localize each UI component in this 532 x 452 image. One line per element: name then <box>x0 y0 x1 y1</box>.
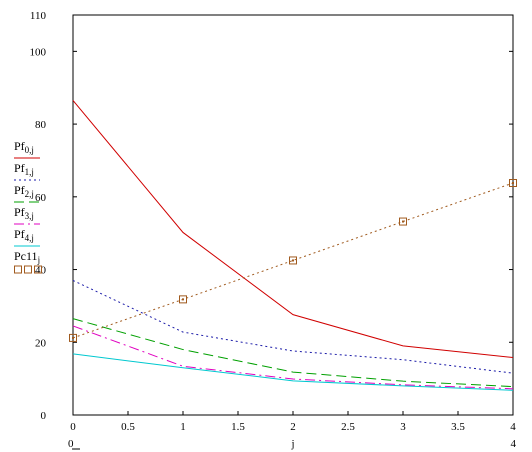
series-marker-5 <box>289 256 297 265</box>
y-tick-label: 100 <box>30 46 47 58</box>
x-tick-label: 2 <box>290 421 296 433</box>
legend-label-0: Pf0,j <box>14 139 34 155</box>
x-axis-label: j <box>290 438 294 450</box>
y-tick-label: 20 <box>35 337 47 349</box>
plot-frame <box>72 14 514 416</box>
y-tick-label: 60 <box>35 192 47 204</box>
x-tick-label: 2.5 <box>341 421 355 433</box>
y-tick-label: 40 <box>35 265 47 277</box>
series-marker-dot-5 <box>512 182 514 184</box>
x-tick-label: 3 <box>400 421 406 433</box>
series-line-2 <box>72 318 514 388</box>
y-tick-label: 80 <box>35 119 47 131</box>
series-line-0 <box>72 100 514 359</box>
series-line-3 <box>72 325 514 390</box>
series-marker-5 <box>399 217 407 226</box>
x-range-right-label: 4 <box>511 438 517 450</box>
y-axis-ticks: 0 20 40 60 80 100 110 <box>30 10 513 422</box>
x-tick-label: 3.5 <box>451 421 465 433</box>
series-marker-dot-5 <box>292 259 294 262</box>
legend-label-4: Pf4,j <box>14 227 34 243</box>
x-tick-label: 0.5 <box>121 421 135 433</box>
series-marker-5 <box>509 179 517 187</box>
legend-marker-5 <box>14 265 22 274</box>
legend-marker-5 <box>24 265 32 274</box>
series-line-4 <box>72 353 514 391</box>
series-marker-dot-5 <box>402 220 404 223</box>
x-tick-label: 1 <box>180 421 186 433</box>
series-marker-dot-5 <box>72 336 74 339</box>
legend-label-2: Pf2,j <box>14 183 34 199</box>
legend-label-3: Pf3,j <box>14 205 34 221</box>
plot-area <box>72 14 514 416</box>
series-marker-5 <box>179 295 187 304</box>
x-tick-label: 4 <box>510 421 516 433</box>
legend-label-1: Pf1,j <box>14 161 34 177</box>
series-line-1 <box>72 280 514 374</box>
x-tick-label: 0 <box>70 421 76 433</box>
x-range-left-label: 0 <box>68 438 74 450</box>
series-marker-5 <box>69 333 77 342</box>
legend: Pf0,j Pf1,j Pf2,j Pf3,j Pf4,j Pc11j <box>14 139 42 274</box>
y-tick-label: 110 <box>30 10 47 22</box>
legend-label-5: Pc11j <box>14 249 40 265</box>
series-marker-dot-5 <box>182 298 184 301</box>
x-tick-label: 1.5 <box>231 421 245 433</box>
series-layer <box>69 100 517 391</box>
x-axis-ticks: 0 0.5 1 1.5 2 2.5 3 3.5 4 <box>70 411 516 433</box>
legend-marker-5 <box>34 265 42 274</box>
y-tick-label: 0 <box>41 410 47 422</box>
